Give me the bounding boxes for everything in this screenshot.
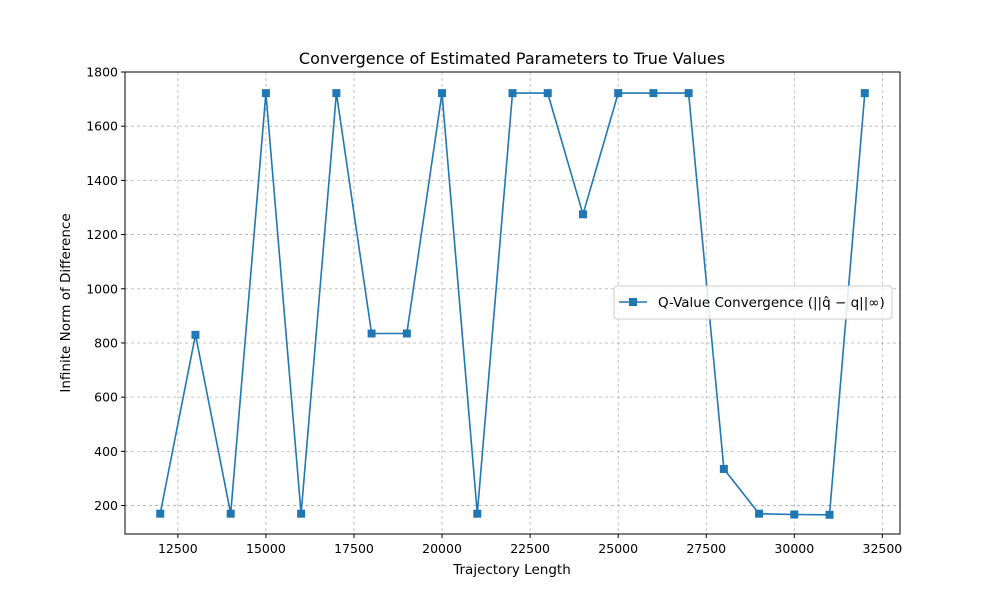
axis-ticks: 12500 15000 17500 20000 22500 25000 27500 30000… [86, 65, 902, 557]
y-tick-label: 400 [94, 444, 118, 459]
x-tick-label: 15000 [246, 541, 286, 556]
data-point-marker [825, 510, 834, 519]
data-point-marker [719, 464, 728, 473]
data-point-marker [156, 509, 165, 518]
legend-entry-label: Q-Value Convergence (||q̂ − q||∞) [658, 295, 885, 311]
data-point-marker [860, 89, 869, 98]
x-tick-label: 25000 [598, 541, 638, 556]
data-point-marker [297, 509, 306, 518]
x-tick-label: 17500 [334, 541, 374, 556]
legend-box [613, 285, 893, 320]
series-layer [156, 89, 869, 519]
data-point-marker [578, 210, 587, 219]
data-point-marker [402, 329, 411, 338]
plot-area-frame [124, 71, 901, 535]
data-point-marker [790, 510, 799, 519]
data-point-marker [226, 509, 235, 518]
y-tick-label: 1800 [86, 65, 118, 80]
data-point-marker [649, 89, 658, 98]
y-tick-label: 600 [94, 390, 118, 405]
data-point-marker [438, 89, 447, 98]
x-tick-label: 32500 [863, 541, 903, 556]
y-tick-label: 1200 [86, 227, 118, 242]
legend: Q-Value Convergence (||q̂ − q||∞) [613, 285, 893, 320]
data-point-marker [614, 89, 623, 98]
x-tick-label: 12500 [158, 541, 198, 556]
y-axis-label: Infinite Norm of Difference [58, 213, 74, 392]
y-tick-label: 1600 [86, 119, 118, 134]
data-point-marker [367, 329, 376, 338]
data-point-marker [473, 509, 482, 518]
x-tick-label: 20000 [422, 541, 462, 556]
x-tick-label: 27500 [686, 541, 726, 556]
data-point-marker [508, 89, 517, 98]
y-tick-label: 1000 [86, 281, 118, 296]
y-tick-label: 200 [94, 498, 118, 513]
data-point-marker [755, 509, 764, 518]
data-point-marker [684, 89, 693, 98]
data-point-marker [332, 89, 341, 98]
data-point-marker [191, 330, 200, 339]
x-tick-label: 30000 [774, 541, 814, 556]
data-point-marker [543, 89, 552, 98]
y-tick-label: 1400 [86, 173, 118, 188]
chart-title: Convergence of Estimated Parameters to T… [299, 49, 725, 68]
legend-marker-swatch [629, 298, 637, 306]
x-tick-label: 22500 [510, 541, 550, 556]
data-point-marker [261, 89, 270, 98]
x-axis-label: Trajectory Length [452, 562, 571, 578]
y-tick-label: 800 [94, 335, 118, 350]
